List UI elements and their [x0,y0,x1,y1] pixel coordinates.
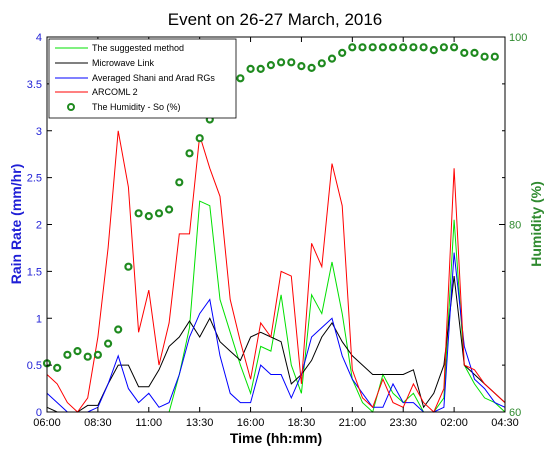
right-axis-ticks: 60 80 100 [499,32,527,419]
x-tick-label: 18:30 [288,417,316,429]
humidity-point-39 [439,43,448,52]
humidity-point-35 [399,43,408,52]
x-tick-label: 13:30 [186,417,214,429]
humidity-point-13 [175,178,184,187]
humidity-point-40 [450,43,459,52]
left-tick-label: 3.5 [27,79,42,91]
right-tick-label: 80 [509,220,521,232]
x-tick-label: 11:00 [135,417,162,429]
right-tick-label: 100 [509,32,527,44]
humidity-point-12 [165,205,174,214]
humidity-point-2 [63,350,72,359]
x-axis-label: Time (hh:mm) [230,430,322,446]
humidity-point-41 [460,48,469,58]
legend-swatch-humidity [67,103,75,111]
legend-label-arcoml: ARCOML 2 [92,87,138,97]
humidity-point-15 [195,134,204,143]
humidity-point-3 [73,347,82,356]
humidity-point-5 [93,350,103,359]
left-axis-label: Rain Rate (mm/hr) [8,164,24,285]
humidity-point-14 [185,149,194,158]
x-tick-label: 02:00 [440,417,468,429]
humidity-point-24 [287,58,296,67]
humidity-point-34 [388,43,398,52]
humidity-point-21 [256,64,265,74]
x-tick-label: 23:30 [389,417,417,429]
left-tick-label: 2.5 [27,173,42,185]
humidity-point-22 [266,60,275,70]
humidity-point-11 [154,209,164,218]
x-tick-label: 08:30 [84,417,112,429]
humidity-point-1 [53,363,62,372]
humidity-point-4 [83,352,92,361]
humidity-point-31 [358,43,367,52]
humidity-point-10 [144,212,153,221]
humidity-point-43 [480,52,489,61]
humidity-point-29 [338,48,347,58]
legend-box [48,38,237,119]
humidity-point-30 [348,43,357,52]
left-tick-label: 3 [36,126,42,138]
legend-label-suggested: The suggested method [92,43,184,53]
legend-label-humidity: The Humidity - So (%) [92,102,181,112]
humidity-point-42 [470,48,479,58]
series-lines [46,130,506,413]
x-tick-label: 04:30 [491,417,519,429]
humidity-point-7 [114,325,123,334]
series-line-microwave-link [46,276,506,413]
left-tick-label: 4 [36,32,42,44]
humidity-point-25 [297,61,306,71]
series-line-arcoml-2 [46,130,506,413]
humidity-point-33 [378,43,387,52]
x-tick-label: 06:00 [33,417,61,429]
legend-label-microwave: Microwave Link [92,58,155,68]
left-tick-label: 1 [36,313,42,325]
chart-title: Event on 26-27 March, 2016 [168,10,383,29]
humidity-point-8 [124,262,133,271]
left-tick-label: 2 [36,220,42,232]
humidity-point-44 [490,52,499,61]
humidity-point-23 [277,58,286,67]
x-tick-label: 21:00 [339,417,367,429]
right-tick-label: 60 [509,407,521,419]
humidity-point-38 [429,45,438,55]
humidity-point-28 [327,54,337,63]
left-tick-label: 1.5 [27,266,42,278]
left-axis-ticks: 0 0.5 1 1.5 2 2.5 3 3.5 4 [27,32,52,419]
legend: The suggested method Microwave Link Aver… [48,38,237,119]
left-tick-label: 0 [36,407,42,419]
humidity-point-6 [103,339,113,348]
humidity-markers [42,43,499,372]
x-tick-label: 16:00 [237,417,265,429]
humidity-point-20 [246,64,255,74]
humidity-point-19 [236,74,245,83]
humidity-point-32 [368,43,377,52]
humidity-point-26 [307,63,316,73]
humidity-point-27 [317,59,326,68]
humidity-point-36 [409,43,418,52]
humidity-point-9 [134,209,143,218]
right-axis-label: Humidity (%) [528,181,544,267]
humidity-point-37 [419,43,428,52]
legend-label-averaged: Averaged Shani and Arad RGs [92,73,215,83]
left-tick-label: 0.5 [27,360,42,372]
